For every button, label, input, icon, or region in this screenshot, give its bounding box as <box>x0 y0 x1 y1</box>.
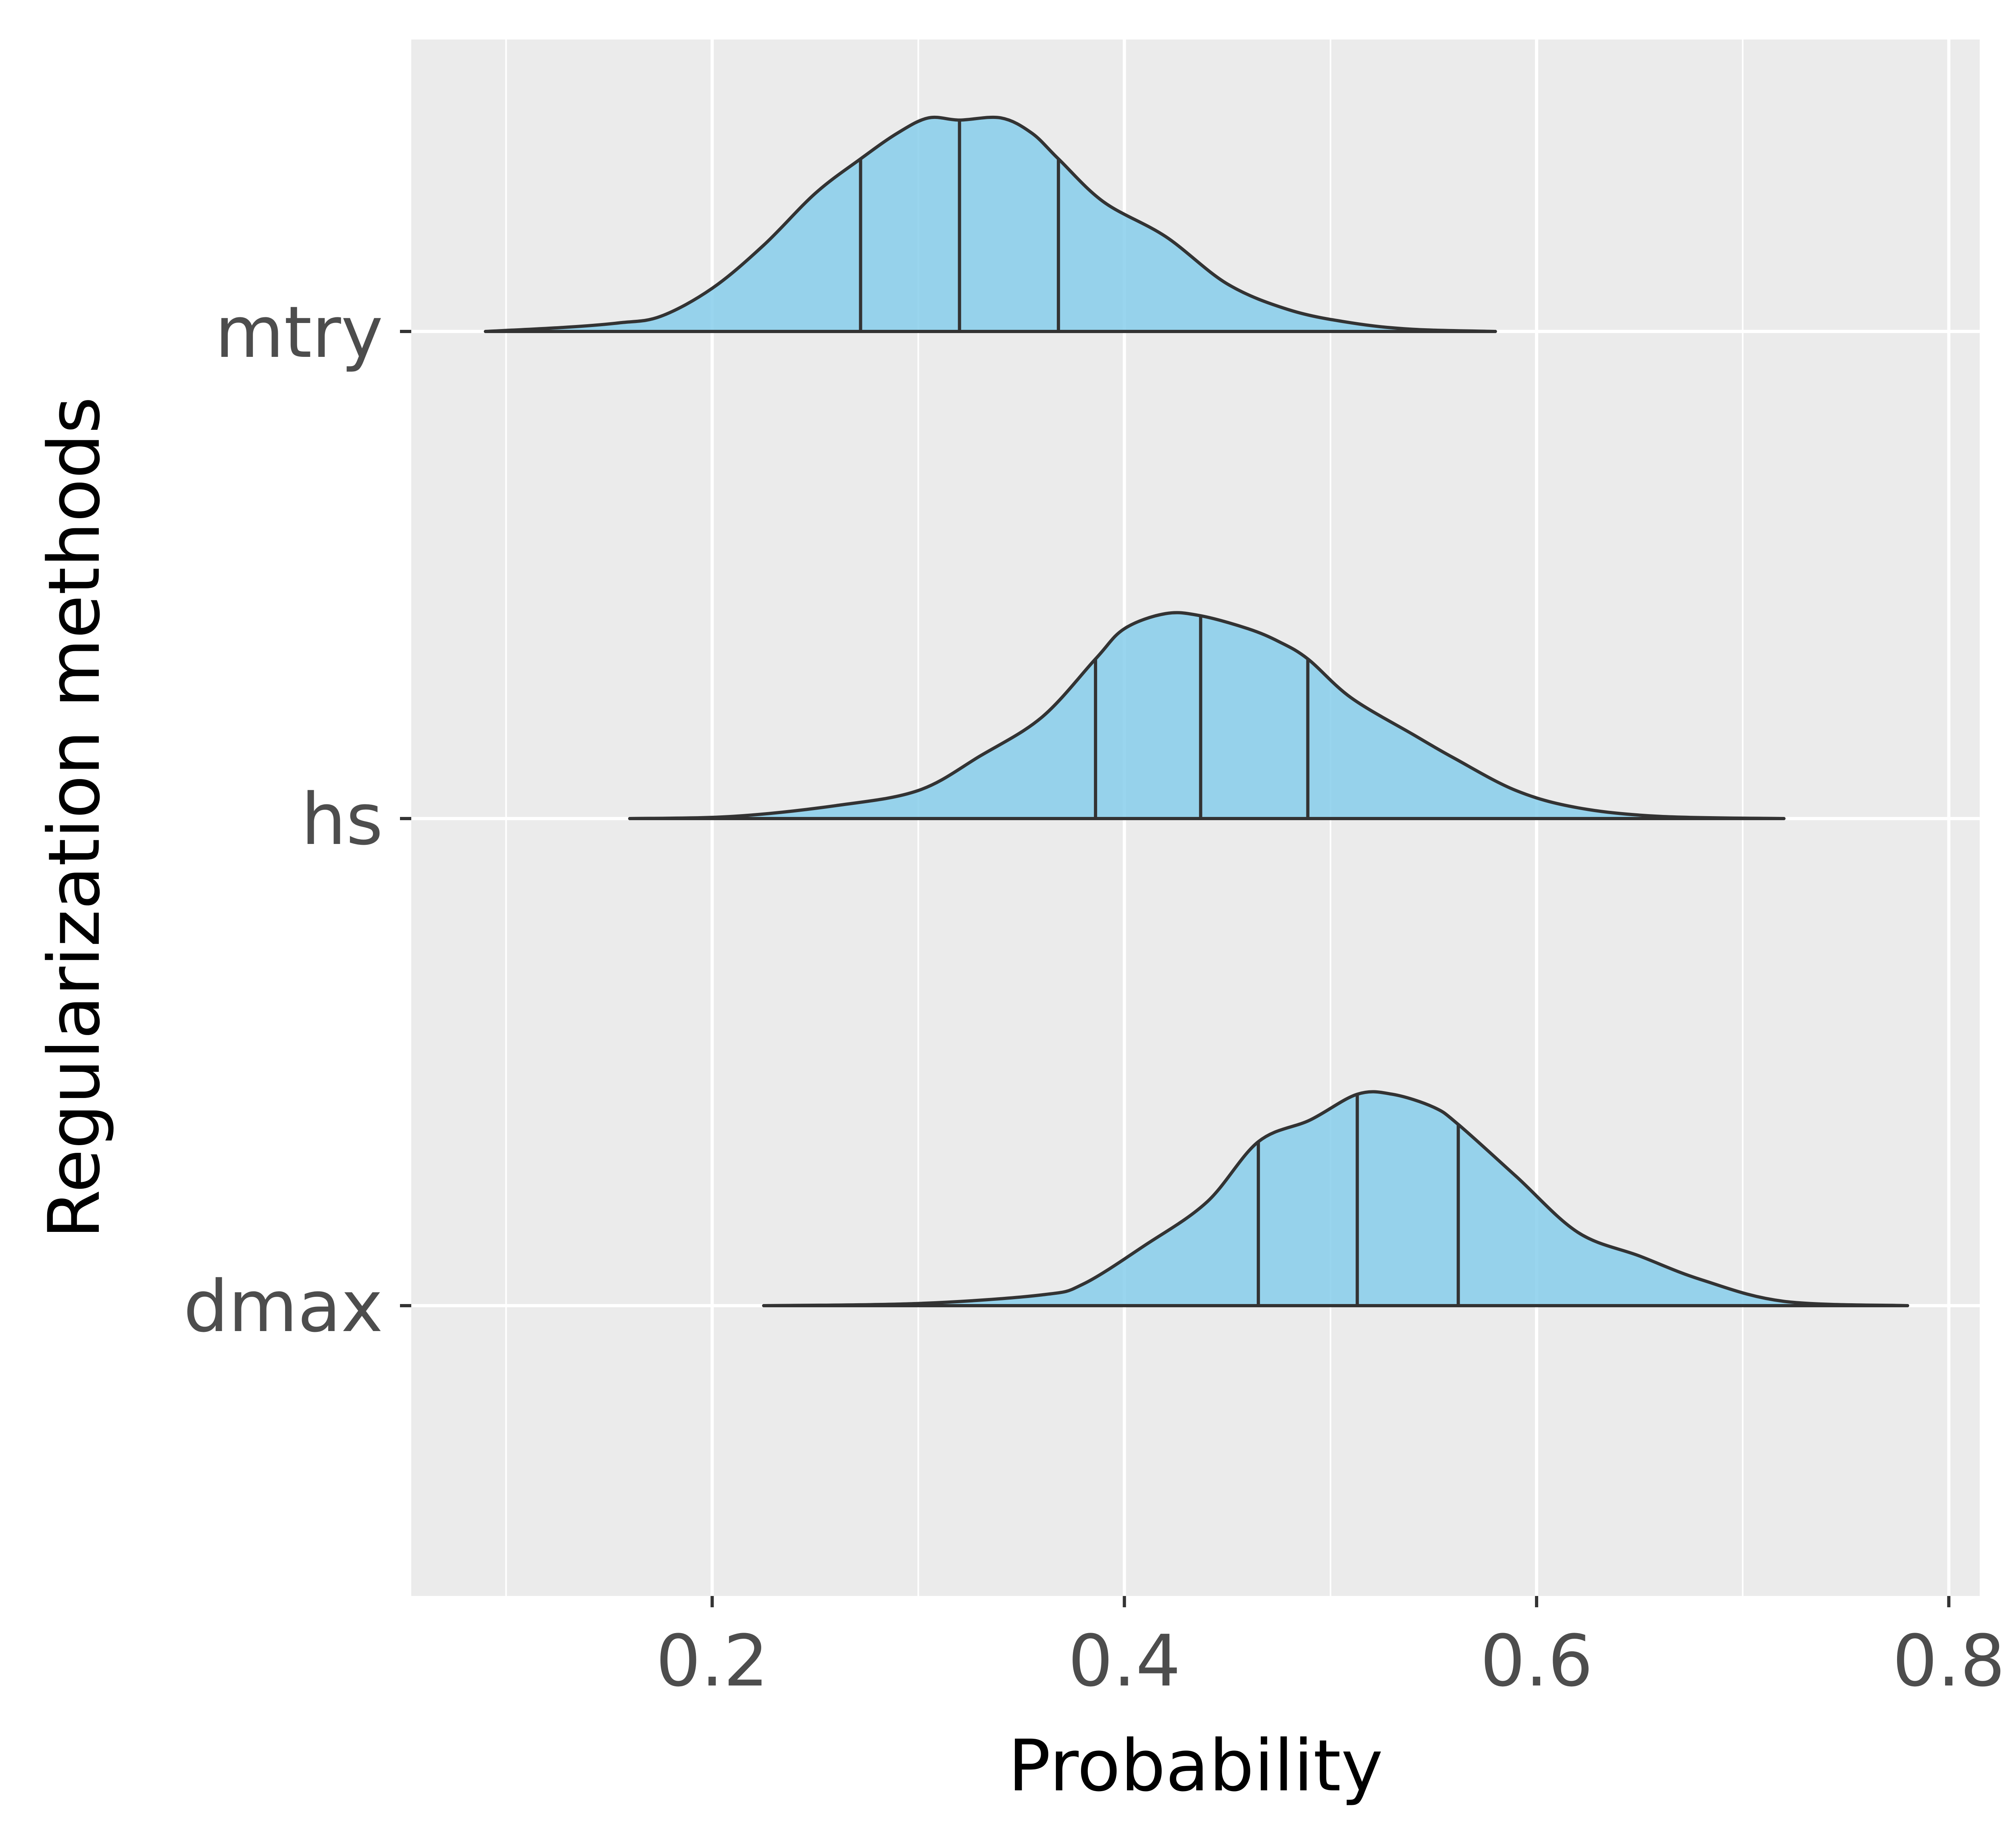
x-tick-label: 0.8 <box>1892 1620 2005 1702</box>
y-tick-label: mtry <box>215 291 383 374</box>
y-tick-label: dmax <box>183 1265 383 1348</box>
axes: 0.2 0.4 0.6 0.8 mtry hs dmax <box>183 291 2005 1702</box>
x-tick-label: 0.2 <box>656 1620 768 1702</box>
ridge-outline-hs <box>628 611 1786 820</box>
x-axis-title: Probability <box>1008 1725 1383 1807</box>
ridge-fill-mtry <box>485 117 1495 331</box>
ridge-outline-mtry <box>484 115 1497 333</box>
ridge-fill-dmax <box>764 1092 1908 1306</box>
ridge-fill-hs <box>629 613 1784 819</box>
y-axis-title: Regularization methods <box>33 397 116 1239</box>
x-tick-label: 0.4 <box>1068 1620 1181 1702</box>
ridge-outline-dmax <box>762 1090 1910 1307</box>
density-ridges <box>484 115 1910 1307</box>
y-tick-label: hs <box>301 778 383 861</box>
x-tick-label: 0.6 <box>1480 1620 1593 1702</box>
